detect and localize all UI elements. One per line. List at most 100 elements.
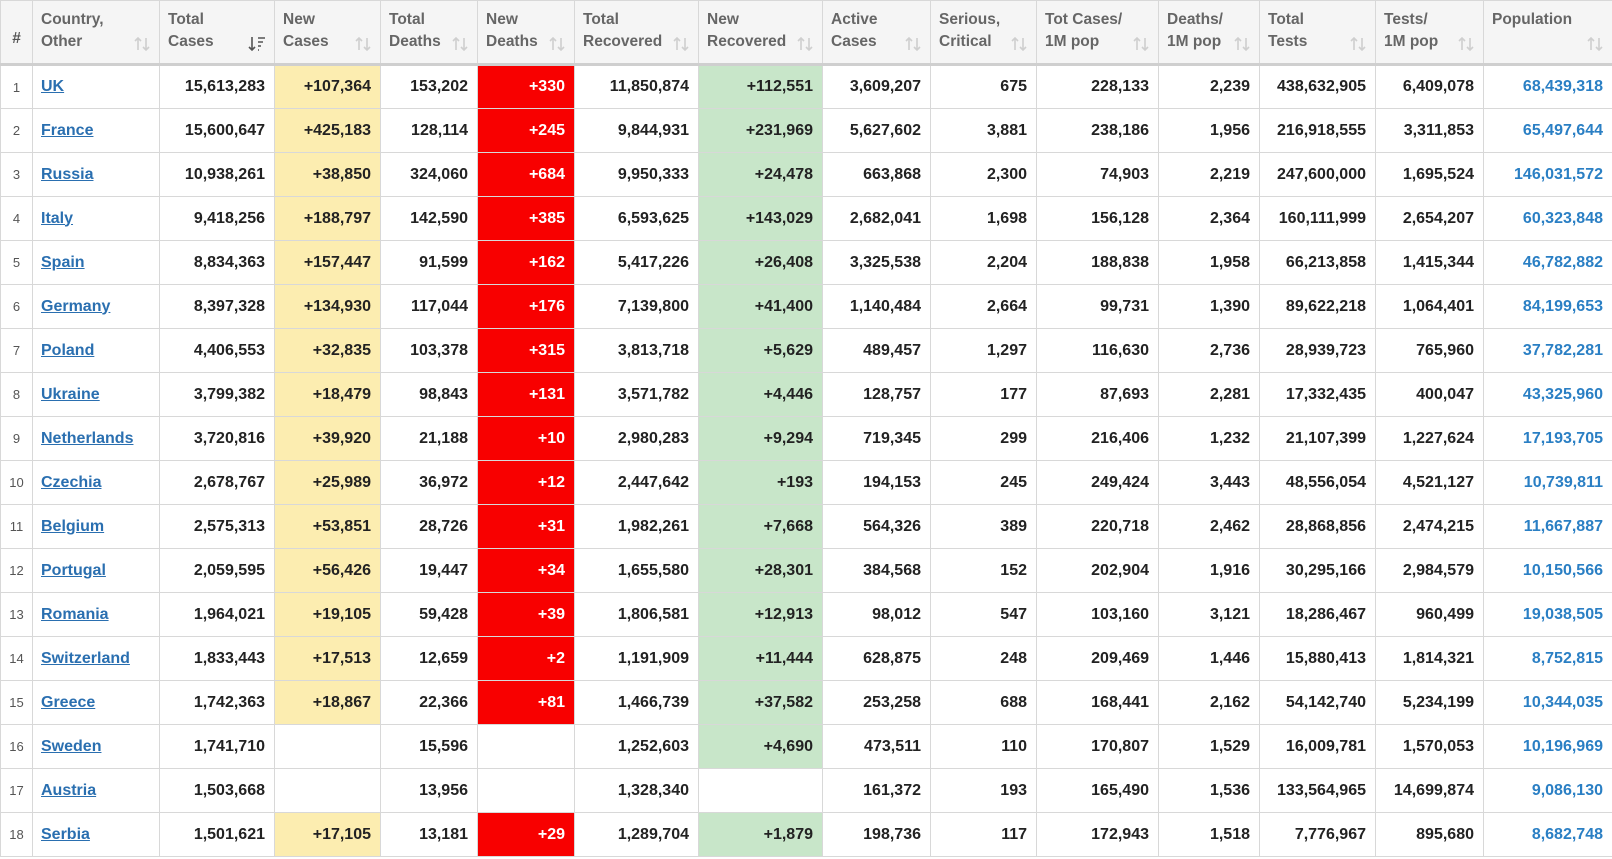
column-header-serious-critical[interactable]: Serious, Critical [930,0,1037,66]
table-row: 16 Sweden 1,741,710 15,596 1,252,603 +4,690 47… [0,724,1612,769]
total-cases-cell: 1,741,710 [159,724,275,769]
total-cases-cell: 1,833,443 [159,636,275,681]
country-link[interactable]: Ukraine [41,385,100,403]
country-link[interactable]: Netherlands [41,429,134,447]
serious-critical-cell: 3,881 [930,108,1037,153]
new-cases-cell: +157,447 [274,240,381,285]
country-cell: Czechia [32,460,160,505]
sort-icon[interactable] [354,36,372,52]
total-deaths-cell: 91,599 [380,240,478,285]
new-recovered-cell: +28,301 [698,548,823,593]
column-header-total-tests[interactable]: Total Tests [1259,0,1376,66]
deaths-per-1m-cell: 1,518 [1158,812,1260,857]
deaths-per-1m-cell: 2,219 [1158,152,1260,197]
deaths-per-1m-cell: 1,529 [1158,724,1260,769]
new-deaths-cell: +131 [477,372,575,417]
total-tests-cell: 247,600,000 [1259,152,1376,197]
column-header-deaths-per-1m[interactable]: Deaths/1M pop [1158,0,1260,66]
column-header-total-recovered[interactable]: Total Recovered [574,0,699,66]
column-header-new-cases[interactable]: New Cases [274,0,381,66]
new-cases-cell: +188,797 [274,196,381,241]
sort-icon[interactable] [1010,36,1028,52]
country-link[interactable]: Germany [41,297,111,315]
country-link[interactable]: France [41,121,94,139]
sort-icon[interactable] [1132,36,1150,52]
serious-critical-cell: 177 [930,372,1037,417]
column-header-cases-per-1m[interactable]: Tot Cases/1M pop [1036,0,1159,66]
country-cell: Spain [32,240,160,285]
country-link[interactable]: Austria [41,781,97,799]
column-header-label: # [12,30,21,47]
total-recovered-cell: 3,813,718 [574,328,699,373]
new-recovered-cell: +41,400 [698,284,823,329]
serious-critical-cell: 1,297 [930,328,1037,373]
sort-icon[interactable] [133,36,151,52]
serious-critical-cell: 2,300 [930,152,1037,197]
cases-per-1m-cell: 165,490 [1036,768,1159,813]
new-cases-cell: +134,930 [274,284,381,329]
country-cell: Russia [32,152,160,197]
country-link[interactable]: Switzerland [41,649,130,667]
column-header-label: Population [1492,11,1573,28]
cases-per-1m-cell: 172,943 [1036,812,1159,857]
country-link[interactable]: Portugal [41,561,106,579]
deaths-per-1m-cell: 2,462 [1158,504,1260,549]
new-recovered-cell: +231,969 [698,108,823,153]
column-header-population[interactable]: Population [1483,0,1612,66]
sort-icon[interactable] [672,36,690,52]
total-cases-cell: 4,406,553 [159,328,275,373]
new-cases-cell: +107,364 [274,64,381,109]
cases-per-1m-cell: 249,424 [1036,460,1159,505]
country-link[interactable]: Italy [41,209,74,227]
new-cases-cell: +17,105 [274,812,381,857]
total-cases-cell: 1,501,621 [159,812,275,857]
sort-icon[interactable] [1233,36,1251,52]
tests-per-1m-cell: 14,699,874 [1375,768,1484,813]
country-link[interactable]: Russia [41,165,94,183]
sort-descending-icon[interactable] [248,36,266,52]
total-cases-cell: 10,938,261 [159,152,275,197]
sort-icon[interactable] [1586,36,1604,52]
country-cell: Switzerland [32,636,160,681]
deaths-per-1m-cell: 3,443 [1158,460,1260,505]
country-cell: Germany [32,284,160,329]
active-cases-cell: 3,325,538 [822,240,931,285]
cases-per-1m-cell: 116,630 [1036,328,1159,373]
country-cell: Ukraine [32,372,160,417]
country-link[interactable]: Belgium [41,517,105,535]
column-header-new-deaths[interactable]: New Deaths [477,0,575,66]
column-header-sublabel: 1M pop [1045,33,1100,50]
total-tests-cell: 17,332,435 [1259,372,1376,417]
column-header-index[interactable]: # [0,0,33,66]
country-link[interactable]: Czechia [41,473,102,491]
country-link[interactable]: Greece [41,693,96,711]
population-cell: 37,782,281 [1483,328,1612,373]
sort-icon[interactable] [548,36,566,52]
country-link[interactable]: Spain [41,253,85,271]
sort-icon[interactable] [451,36,469,52]
total-tests-cell: 438,632,905 [1259,64,1376,109]
cases-per-1m-cell: 220,718 [1036,504,1159,549]
column-header-active-cases[interactable]: Active Cases [822,0,931,66]
active-cases-cell: 628,875 [822,636,931,681]
column-header-new-recovered[interactable]: New Recovered [698,0,823,66]
column-header-total-cases[interactable]: Total Cases [159,0,275,66]
table-row: 1 UK 15,613,283 +107,364 153,202 +330 11,850,8… [0,64,1612,109]
table-header: # Country, Other Total Cases New Cases Total Dea… [0,0,1612,66]
country-link[interactable]: Serbia [41,825,90,843]
sort-icon[interactable] [904,36,922,52]
country-link[interactable]: Sweden [41,737,102,755]
column-header-country[interactable]: Country, Other [32,0,160,66]
sort-icon[interactable] [1457,36,1475,52]
column-header-tests-per-1m[interactable]: Tests/1M pop [1375,0,1484,66]
sort-icon[interactable] [1349,36,1367,52]
table-row: 12 Portugal 2,059,595 +56,426 19,447 +34 1,655… [0,548,1612,593]
total-recovered-cell: 7,139,800 [574,284,699,329]
tests-per-1m-cell: 2,654,207 [1375,196,1484,241]
country-link[interactable]: Poland [41,341,95,359]
total-tests-cell: 28,939,723 [1259,328,1376,373]
country-link[interactable]: Romania [41,605,109,623]
sort-icon[interactable] [796,36,814,52]
column-header-total-deaths[interactable]: Total Deaths [380,0,478,66]
country-link[interactable]: UK [41,78,65,95]
